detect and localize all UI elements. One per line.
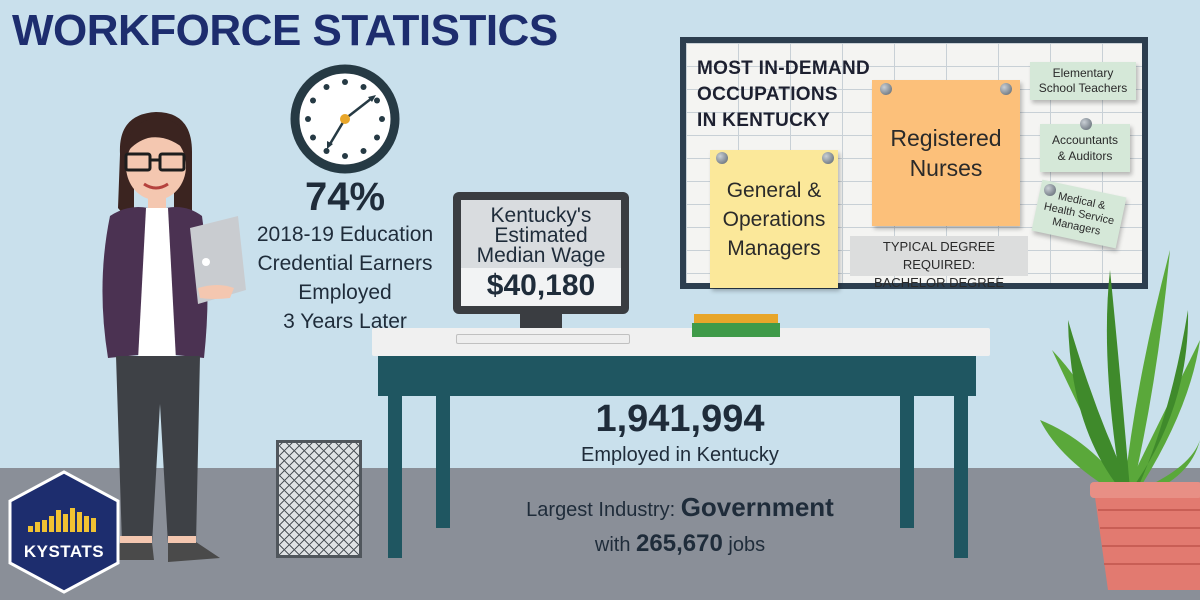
note-general-operations-managers: General & Operations Managers — [710, 150, 838, 288]
pin-icon — [880, 83, 892, 95]
note-managers-line-1: General & — [726, 178, 822, 202]
board-title-line-2: OCCUPATIONS — [697, 84, 838, 105]
pin-icon — [1000, 83, 1012, 95]
credential-line-2: Credential Earners — [257, 252, 433, 275]
pin-icon — [1080, 118, 1092, 130]
note-accountants-auditors: Accountants & Auditors — [1040, 124, 1130, 172]
note-nurses-line-2: Nurses — [909, 155, 983, 181]
credential-line-4: 3 Years Later — [283, 310, 407, 333]
desk-leg — [954, 392, 968, 558]
degree-line-1: TYPICAL DEGREE REQUIRED: — [882, 239, 996, 272]
largest-industry: Largest Industry: Government — [470, 492, 890, 523]
degree-required-label: TYPICAL DEGREE REQUIRED: BACHELOR DEGREE — [850, 236, 1028, 290]
desk-leg — [900, 392, 914, 528]
industry-name: Government — [680, 492, 834, 522]
kystats-logo — [8, 470, 120, 594]
employment-value: 1,941,994 — [595, 398, 765, 440]
credential-percent: 74% — [304, 175, 386, 219]
note-accountants-line-1: Accountants — [1051, 133, 1119, 147]
median-wage-line-3: Median Wage — [476, 244, 606, 267]
employment-label: Employed in Kentucky — [581, 444, 779, 466]
woman-illustration — [102, 112, 246, 562]
industry-prefix: Largest Industry: — [526, 499, 676, 521]
note-managers-line-2: Operations — [722, 207, 826, 231]
monitor-value-band — [461, 268, 621, 306]
credential-description: 2018-19 Education Credential Earners Emp… — [230, 220, 460, 336]
desk-apron — [378, 356, 976, 396]
pin-icon — [822, 152, 834, 164]
jobs-value: 265,670 — [636, 530, 723, 557]
pin-icon — [716, 152, 728, 164]
credential-line-1: 2018-19 Education — [256, 223, 434, 246]
board-title-line-3: IN KENTUCKY — [697, 110, 831, 131]
plant-illustration — [1040, 250, 1200, 590]
note-teachers-line-1: Elementary — [1052, 66, 1114, 80]
industry-jobs: with 265,670 jobs — [520, 530, 840, 558]
book-icon — [692, 323, 780, 337]
median-wage-line-2: Estimated — [494, 224, 588, 247]
note-managers-line-3: Managers — [727, 236, 821, 260]
clock-icon — [290, 64, 400, 174]
note-registered-nurses: Registered Nurses — [872, 80, 1020, 226]
board-title-line-1: MOST IN-DEMAND — [697, 58, 871, 79]
median-wage-value: $40,180 — [486, 269, 596, 302]
page-title: WORKFORCE STATISTICS — [12, 6, 558, 55]
floor — [0, 468, 1200, 600]
note-elementary-teachers: Elementary School Teachers — [1030, 62, 1136, 100]
board-title: MOST IN-DEMAND OCCUPATIONS IN KENTUCKY — [697, 56, 870, 134]
pin-icon — [1044, 184, 1056, 196]
degree-line-2: BACHELOR DEGREE — [873, 275, 1005, 290]
note-teachers-line-2: School Teachers — [1038, 81, 1128, 95]
credential-line-3: Employed — [298, 281, 392, 304]
keyboard-icon — [456, 334, 630, 344]
median-wage-label: Kentucky's Estimated Median Wage — [461, 204, 621, 267]
median-wage-line-1: Kentucky's — [490, 204, 592, 227]
note-nurses-line-1: Registered — [890, 125, 1002, 151]
desk-leg — [388, 392, 402, 558]
jobs-suffix: jobs — [728, 534, 766, 556]
logo-text: KYSTATS — [23, 542, 105, 561]
trash-can-icon — [276, 440, 362, 558]
note-accountants-line-2: & Auditors — [1057, 149, 1113, 163]
desk-leg — [436, 392, 450, 528]
jobs-prefix: with — [594, 534, 631, 556]
monitor-stand — [520, 314, 562, 332]
